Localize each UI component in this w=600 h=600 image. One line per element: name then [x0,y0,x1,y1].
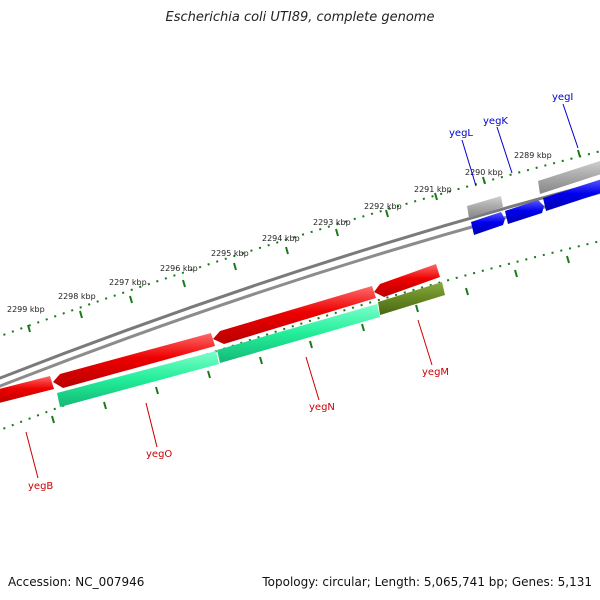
inner-major-ticks [51,255,570,424]
reverse-features [57,282,445,407]
gene-yegI[interactable] [543,179,600,211]
scale-label: 2289 kbp [514,151,552,160]
gene-yegK[interactable] [505,200,544,224]
topology-text: Topology: circular; Length: 5,065,741 bp… [262,575,592,589]
gene-label-yegN[interactable]: yegN [309,402,335,413]
scale-labels: 2289 kbp 2290 kbp 2291 kbp 2292 kbp 2293… [7,151,552,314]
feature-yegM-region[interactable] [378,282,445,315]
gene-labels: yegI yegK yegL yegM yegN yegO yegB [28,92,573,492]
scale-label: 2295 kbp [211,249,249,258]
scale-label: 2294 kbp [262,234,300,243]
outer-scale-track [0,150,600,338]
scale-label: 2290 kbp [465,168,503,177]
forward-genes [467,160,600,235]
gene-label-yegB[interactable]: yegB [28,481,53,492]
gene-yegL[interactable] [471,212,505,235]
outer-major-ticks [27,149,581,333]
gene-yegL-pseudo[interactable] [467,196,503,218]
gene-label-yegM[interactable]: yegM [422,367,449,378]
accession-text: Accession: NC_007946 [8,575,145,589]
gene-yegM[interactable] [374,264,440,297]
gene-label-yegK[interactable]: yegK [483,116,508,127]
scale-label: 2292 kbp [364,202,402,211]
feature-yegN-region[interactable] [217,304,380,363]
scale-label: 2296 kbp [160,264,198,273]
gene-label-yegI[interactable]: yegI [552,92,573,103]
gene-yegN[interactable] [213,286,376,344]
gene-yegB[interactable] [0,376,54,404]
gene-label-yegO[interactable]: yegO [146,449,172,460]
scale-label: 2291 kbp [414,185,452,194]
scale-label: 2299 kbp [7,305,45,314]
scale-label: 2293 kbp [313,218,351,227]
gene-yegI-pseudo[interactable] [538,160,600,194]
label-leaders [25,103,579,479]
scale-label: 2297 kbp [109,278,147,287]
reverse-genes [0,264,440,404]
gene-yegO[interactable] [53,333,215,388]
scale-label: 2298 kbp [58,292,96,301]
genome-title: Escherichia coli UTI89, complete genome [165,10,435,25]
feature-yegO-region[interactable] [57,351,219,407]
genome-backbone [0,181,600,380]
gene-label-yegL[interactable]: yegL [449,128,473,139]
